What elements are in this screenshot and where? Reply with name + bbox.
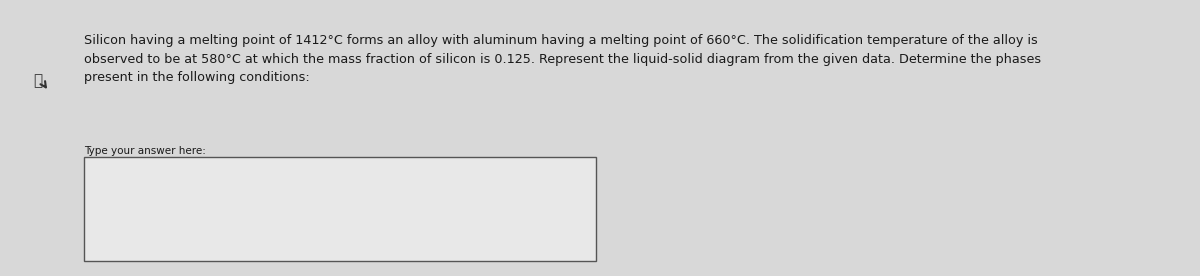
Text: Silicon having a melting point of 1412°C forms an alloy with aluminum having a m: Silicon having a melting point of 1412°C… [84,34,1042,84]
FancyBboxPatch shape [84,157,595,261]
Text: ⮣: ⮣ [34,73,42,88]
Text: Type your answer here:: Type your answer here: [84,146,205,156]
